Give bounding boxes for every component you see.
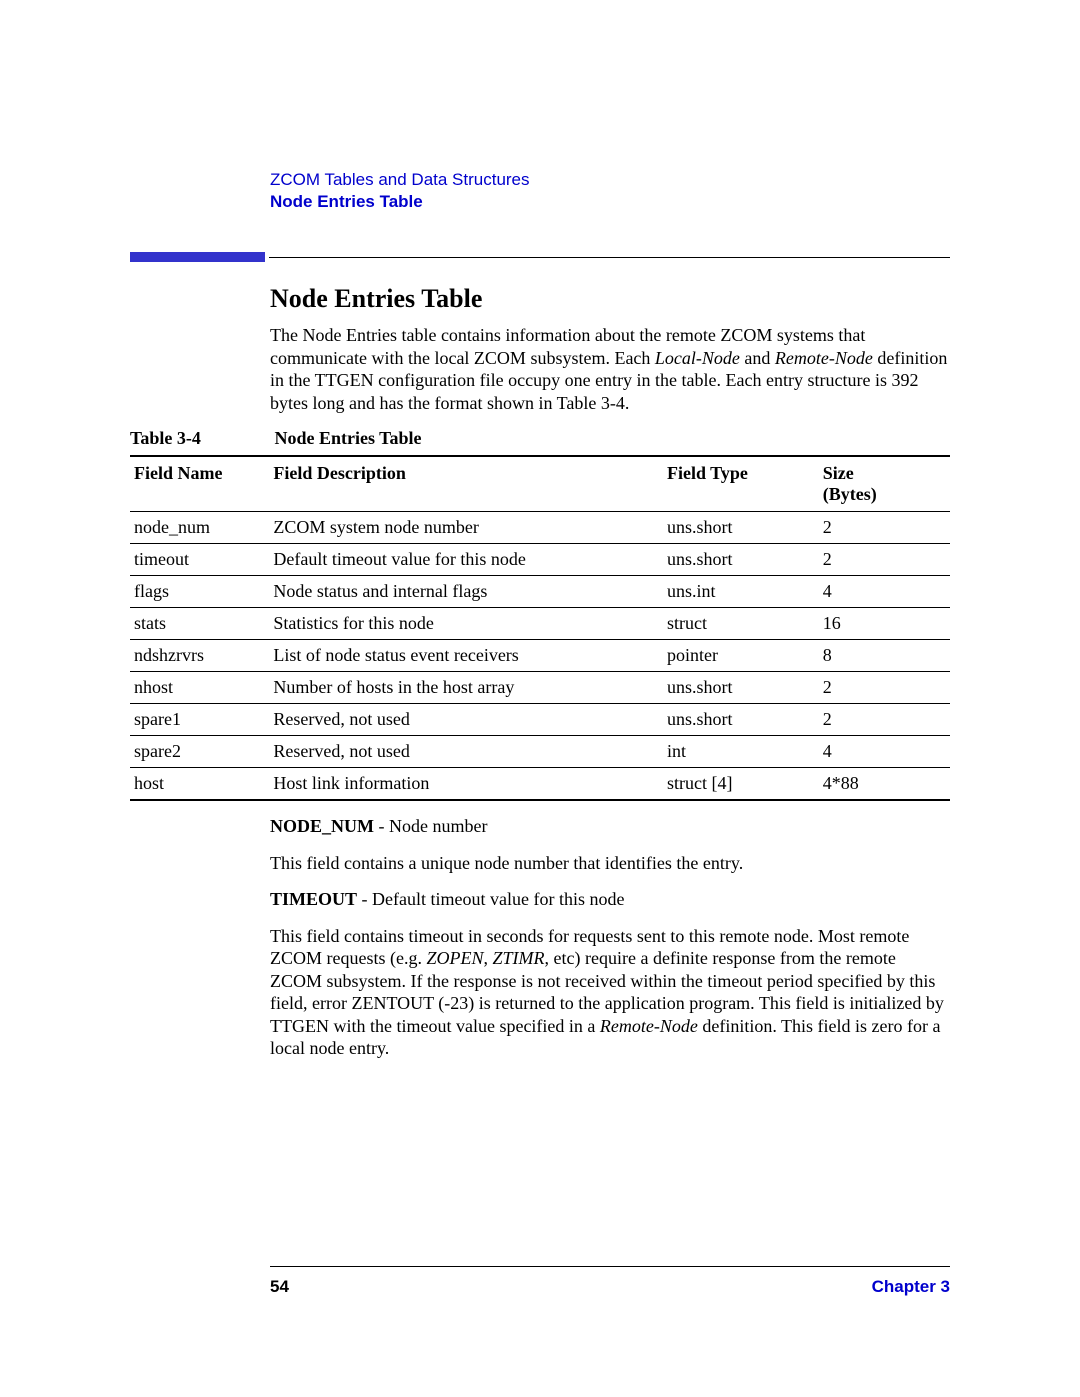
table-header-row: Field Name Field Description Field Type … [130, 456, 950, 512]
table-caption: Table 3-4 Node Entries Table [130, 428, 950, 449]
timeout-heading: TIMEOUT - Default timeout value for this… [270, 888, 950, 911]
table-cell: 8 [819, 640, 950, 672]
table-cell: host [130, 768, 269, 801]
page-footer: 54 Chapter 3 [270, 1277, 950, 1297]
table-cell: ndshzrvrs [130, 640, 269, 672]
breadcrumb: ZCOM Tables and Data Structures [270, 170, 950, 190]
table-cell: int [663, 736, 819, 768]
table-cell: timeout [130, 544, 269, 576]
table-cell: Reserved, not used [269, 736, 663, 768]
intro-paragraph: The Node Entries table contains informat… [270, 324, 950, 414]
col-field-desc: Field Description [269, 456, 663, 512]
table-row: spare1Reserved, not useduns.short2 [130, 704, 950, 736]
table-cell: struct [4] [663, 768, 819, 801]
node-num-label: NODE_NUM [270, 816, 374, 836]
table-cell: ZCOM system node number [269, 512, 663, 544]
page-header: ZCOM Tables and Data Structures Node Ent… [270, 170, 950, 212]
table-cell: uns.int [663, 576, 819, 608]
table-cell: 2 [819, 672, 950, 704]
node-num-short: - Node number [374, 816, 487, 836]
table-cell: spare2 [130, 736, 269, 768]
footer-rule [270, 1266, 950, 1267]
table-cell: uns.short [663, 544, 819, 576]
table-caption-label: Table 3-4 [130, 428, 270, 449]
col-field-type: Field Type [663, 456, 819, 512]
table-cell: Reserved, not used [269, 704, 663, 736]
table-body: node_numZCOM system node numberuns.short… [130, 512, 950, 801]
table-cell: 4 [819, 576, 950, 608]
table-cell: Statistics for this node [269, 608, 663, 640]
table-row: node_numZCOM system node numberuns.short… [130, 512, 950, 544]
header-rule [130, 252, 950, 262]
table-cell: uns.short [663, 512, 819, 544]
table-cell: stats [130, 608, 269, 640]
table-cell: spare1 [130, 704, 269, 736]
header-subtitle: Node Entries Table [270, 192, 950, 212]
accent-bar [130, 252, 265, 262]
content-area: Node Entries Table The Node Entries tabl… [270, 284, 950, 1060]
table-caption-title: Node Entries Table [275, 428, 422, 448]
node-entries-table: Field Name Field Description Field Type … [130, 455, 950, 801]
table-cell: pointer [663, 640, 819, 672]
table-cell: 4*88 [819, 768, 950, 801]
col-size: Size(Bytes) [819, 456, 950, 512]
timeout-desc: This field contains timeout in seconds f… [270, 925, 950, 1060]
table-cell: Node status and internal flags [269, 576, 663, 608]
page: ZCOM Tables and Data Structures Node Ent… [0, 0, 1080, 1397]
table-row: nhostNumber of hosts in the host arrayun… [130, 672, 950, 704]
divider [269, 257, 950, 258]
table-cell: List of node status event receivers [269, 640, 663, 672]
table-cell: Default timeout value for this node [269, 544, 663, 576]
section-title: Node Entries Table [270, 284, 950, 314]
table-cell: flags [130, 576, 269, 608]
table-cell: 4 [819, 736, 950, 768]
table-cell: node_num [130, 512, 269, 544]
table-cell: uns.short [663, 672, 819, 704]
table-cell: uns.short [663, 704, 819, 736]
table-cell: 16 [819, 608, 950, 640]
table-cell: 2 [819, 704, 950, 736]
table-cell: 2 [819, 544, 950, 576]
timeout-label: TIMEOUT [270, 889, 357, 909]
table-cell: struct [663, 608, 819, 640]
table-row: timeoutDefault timeout value for this no… [130, 544, 950, 576]
node-num-desc: This field contains a unique node number… [270, 852, 950, 875]
table-cell: Host link information [269, 768, 663, 801]
page-number: 54 [270, 1277, 289, 1297]
table-row: ndshzrvrsList of node status event recei… [130, 640, 950, 672]
table-cell: Number of hosts in the host array [269, 672, 663, 704]
table-cell: nhost [130, 672, 269, 704]
table-row: statsStatistics for this nodestruct16 [130, 608, 950, 640]
node-num-heading: NODE_NUM - Node number [270, 815, 950, 838]
table-cell: 2 [819, 512, 950, 544]
table-row: flagsNode status and internal flagsuns.i… [130, 576, 950, 608]
table-row: spare2Reserved, not usedint4 [130, 736, 950, 768]
chapter-label: Chapter 3 [872, 1277, 950, 1297]
col-field-name: Field Name [130, 456, 269, 512]
timeout-short: - Default timeout value for this node [357, 889, 624, 909]
table-row: hostHost link informationstruct [4]4*88 [130, 768, 950, 801]
